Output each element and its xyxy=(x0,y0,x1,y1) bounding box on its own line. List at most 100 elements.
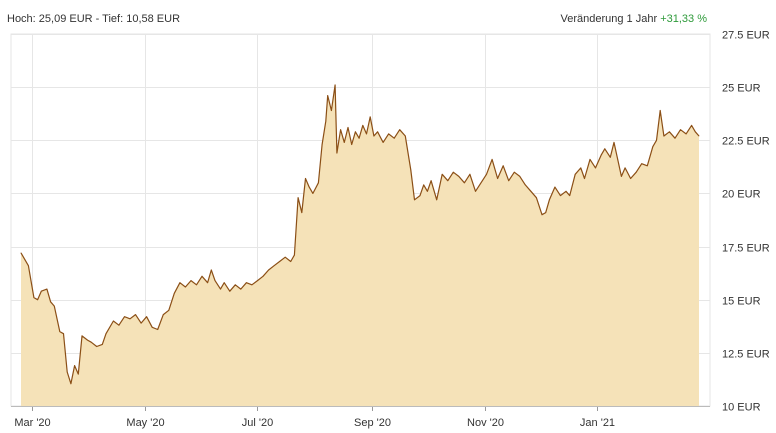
x-tick-label: Sep '20 xyxy=(354,417,391,429)
data-point xyxy=(229,290,231,292)
data-point xyxy=(334,84,336,86)
data-point xyxy=(659,110,661,111)
data-point xyxy=(201,275,203,277)
data-point xyxy=(135,314,136,315)
data-point xyxy=(530,190,532,192)
data-point xyxy=(560,195,561,197)
data-point xyxy=(59,331,61,332)
data-point xyxy=(173,292,175,294)
data-point xyxy=(140,322,142,324)
data-point xyxy=(569,195,571,197)
data-point xyxy=(279,261,280,262)
data-point xyxy=(262,275,264,277)
data-point xyxy=(621,176,622,177)
data-point xyxy=(600,154,602,156)
data-point xyxy=(268,269,269,271)
data-point xyxy=(362,125,364,126)
data-point xyxy=(50,301,51,303)
data-point xyxy=(698,135,700,137)
data-point xyxy=(377,131,378,133)
data-point xyxy=(458,176,460,177)
data-point xyxy=(613,142,615,143)
data-point xyxy=(565,190,567,192)
data-point xyxy=(327,95,329,96)
data-point xyxy=(452,171,454,173)
data-point xyxy=(185,286,186,288)
data-point xyxy=(624,167,626,169)
data-point xyxy=(427,190,428,192)
data-point xyxy=(674,137,676,139)
data-point xyxy=(541,214,543,216)
data-point xyxy=(214,280,216,281)
data-point xyxy=(574,173,576,175)
data-point xyxy=(297,197,299,199)
data-point xyxy=(129,318,131,320)
data-point xyxy=(404,135,406,137)
data-point xyxy=(480,182,482,184)
x-tick-label: Jul '20 xyxy=(242,417,273,429)
data-point xyxy=(595,167,596,169)
data-point xyxy=(410,169,412,171)
data-point xyxy=(190,280,192,281)
data-point xyxy=(486,173,487,175)
axes: 10 EUR 12.5 EUR 15 EUR 17.5 EUR 20 EUR 22.5 E… xyxy=(11,30,770,429)
data-point xyxy=(369,116,371,118)
data-point xyxy=(355,131,356,133)
data-point xyxy=(40,290,42,292)
data-point xyxy=(90,341,92,343)
data-point xyxy=(393,137,395,139)
data-point xyxy=(308,186,310,188)
data-point xyxy=(331,110,332,111)
data-point xyxy=(273,265,275,267)
data-point xyxy=(151,326,153,328)
data-point xyxy=(536,197,537,199)
data-point xyxy=(96,346,98,347)
data-point xyxy=(20,252,22,254)
data-point xyxy=(656,139,657,141)
data-point xyxy=(635,171,637,173)
data-point xyxy=(641,163,643,165)
data-point xyxy=(419,195,421,197)
data-point xyxy=(305,178,306,179)
data-point xyxy=(464,182,465,184)
data-point xyxy=(113,320,114,322)
data-point xyxy=(220,288,221,290)
data-point xyxy=(589,159,591,160)
data-point xyxy=(524,184,526,186)
data-point xyxy=(70,383,72,385)
data-point xyxy=(502,165,504,167)
y-tick-label: 17.5 EUR xyxy=(722,243,770,255)
data-point xyxy=(101,344,103,345)
data-point xyxy=(347,127,349,128)
y-tick-label: 20 EUR xyxy=(722,189,761,201)
data-point xyxy=(246,282,247,284)
data-point xyxy=(584,178,585,179)
data-point xyxy=(77,373,79,375)
data-point xyxy=(423,184,425,186)
data-point xyxy=(351,144,353,145)
data-point xyxy=(105,333,107,335)
change-value: +31,33 % xyxy=(660,13,707,25)
data-point xyxy=(301,212,303,214)
data-point xyxy=(240,288,242,290)
data-point xyxy=(414,199,415,201)
data-point xyxy=(685,133,687,135)
data-point xyxy=(24,258,26,260)
high-low-summary: Hoch: 25,09 EUR - Tief: 10,58 EUR xyxy=(7,13,181,25)
y-tick-label: 12.5 EUR xyxy=(722,349,770,361)
data-point xyxy=(680,129,681,131)
data-point xyxy=(87,339,88,341)
data-point xyxy=(210,269,212,271)
data-point xyxy=(694,131,696,133)
y-tick-label: 22.5 EUR xyxy=(722,136,770,148)
one-year-change: Veränderung 1 Jahr +31,33 % xyxy=(561,13,708,25)
data-point xyxy=(157,329,159,330)
data-point xyxy=(343,142,345,143)
data-point xyxy=(436,199,438,201)
data-point xyxy=(340,129,341,131)
data-point xyxy=(609,156,611,158)
series-area xyxy=(21,85,699,406)
data-point xyxy=(196,284,197,286)
